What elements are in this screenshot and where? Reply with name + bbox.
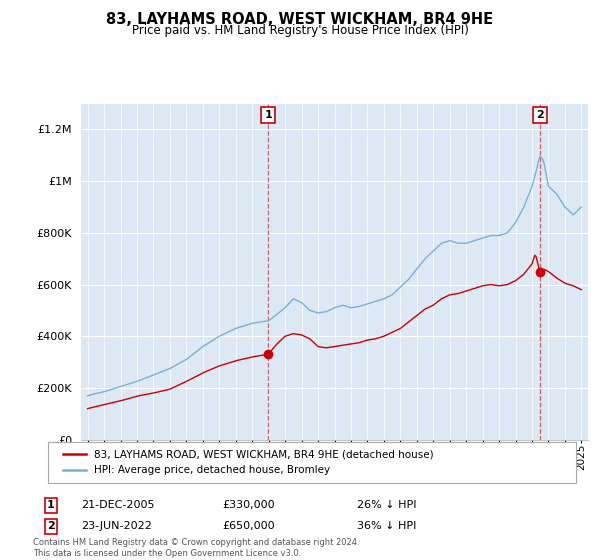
Text: 1: 1 [264,110,272,120]
Text: £650,000: £650,000 [222,521,275,531]
Text: 23-JUN-2022: 23-JUN-2022 [81,521,152,531]
Text: 26% ↓ HPI: 26% ↓ HPI [357,500,416,510]
Text: Contains HM Land Registry data © Crown copyright and database right 2024.
This d: Contains HM Land Registry data © Crown c… [33,538,359,558]
Text: 1: 1 [47,500,55,510]
Text: 83, LAYHAMS ROAD, WEST WICKHAM, BR4 9HE: 83, LAYHAMS ROAD, WEST WICKHAM, BR4 9HE [106,12,494,27]
Text: £330,000: £330,000 [222,500,275,510]
Text: 2: 2 [47,521,55,531]
Text: 36% ↓ HPI: 36% ↓ HPI [357,521,416,531]
Legend: 83, LAYHAMS ROAD, WEST WICKHAM, BR4 9HE (detached house), HPI: Average price, de: 83, LAYHAMS ROAD, WEST WICKHAM, BR4 9HE … [58,446,437,479]
Text: 21-DEC-2005: 21-DEC-2005 [81,500,155,510]
Text: 2: 2 [536,110,544,120]
Text: Price paid vs. HM Land Registry's House Price Index (HPI): Price paid vs. HM Land Registry's House … [131,24,469,37]
